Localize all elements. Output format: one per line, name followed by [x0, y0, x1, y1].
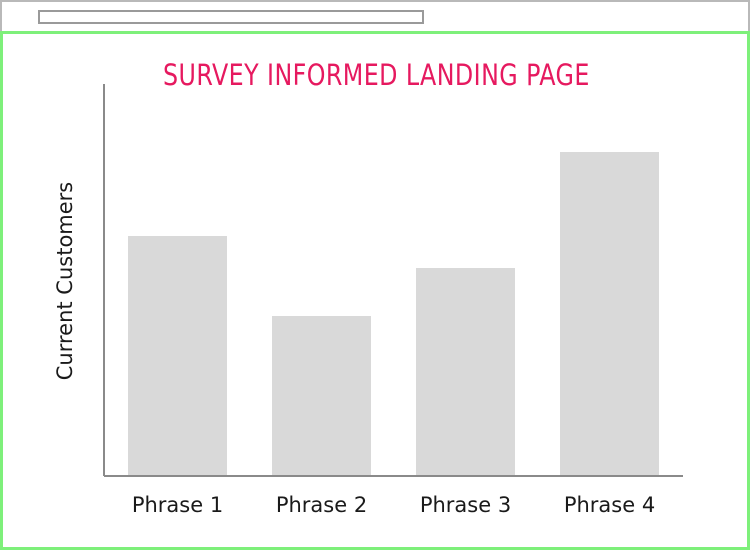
- x-tick-labels: Phrase 1 Phrase 2 Phrase 3 Phrase 4: [132, 493, 655, 517]
- chart-title: SURVEY INFORMED LANDING PAGE: [163, 58, 590, 92]
- x-tick-label-1: Phrase 1: [132, 493, 223, 517]
- x-tick-label-4: Phrase 4: [564, 493, 655, 517]
- address-bar[interactable]: [38, 10, 424, 24]
- bar-2: [272, 316, 371, 475]
- bars-group: [128, 152, 659, 475]
- x-tick-label-3: Phrase 3: [420, 493, 511, 517]
- x-tick-label-2: Phrase 2: [276, 493, 367, 517]
- bar-4: [560, 152, 659, 475]
- bar-3: [416, 268, 515, 475]
- bar-1: [128, 236, 227, 475]
- browser-toolbar: [0, 0, 750, 31]
